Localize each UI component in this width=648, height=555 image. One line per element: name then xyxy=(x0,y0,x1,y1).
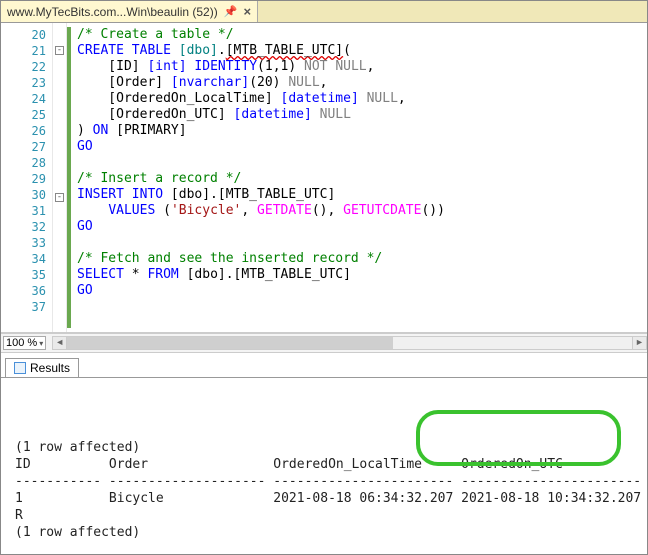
results-tab-label: Results xyxy=(30,361,70,375)
horizontal-scrollbar[interactable]: ◄ ► xyxy=(52,336,647,350)
chevron-down-icon: ▾ xyxy=(39,339,43,348)
pin-icon[interactable]: 📌 xyxy=(224,5,238,18)
results-tab[interactable]: Results xyxy=(5,358,79,378)
results-line: (1 row affected) xyxy=(15,439,633,456)
scroll-right-icon[interactable]: ► xyxy=(632,337,646,349)
line-number-gutter: 202122232425262728293031323334353637 xyxy=(1,23,53,332)
document-tab-bar: www.MyTecBits.com...Win\beaulin (52)) 📌 … xyxy=(1,1,647,23)
editor-footer: 100 % ▾ ◄ ► xyxy=(1,333,647,353)
results-line: (1 row affected) xyxy=(15,524,633,541)
tab-title: www.MyTecBits.com...Win\beaulin (52)) xyxy=(7,5,218,19)
sql-editor[interactable]: 202122232425262728293031323334353637 -- … xyxy=(1,23,647,333)
fold-column: -- xyxy=(53,23,67,332)
scroll-left-icon[interactable]: ◄ xyxy=(53,337,67,349)
results-line: 1 Bicycle 2021-08-18 06:34:32.207 2021-0… xyxy=(15,490,633,507)
results-icon xyxy=(14,362,26,374)
results-line xyxy=(15,541,633,554)
results-line: R xyxy=(15,507,633,524)
zoom-value: 100 % xyxy=(6,337,37,349)
results-tab-row: Results xyxy=(1,353,647,377)
results-line: ID Order OrderedOn_LocalTime OrderedOn_U… xyxy=(15,456,633,473)
scroll-thumb[interactable] xyxy=(67,337,393,349)
results-pane[interactable]: (1 row affected)ID Order OrderedOn_Local… xyxy=(1,377,647,554)
close-icon[interactable]: × xyxy=(243,4,251,19)
zoom-dropdown[interactable]: 100 % ▾ xyxy=(3,336,46,350)
results-line: ----------- -------------------- -------… xyxy=(15,473,633,490)
results-line xyxy=(15,422,633,439)
code-area[interactable]: /* Create a table */CREATE TABLE [dbo].[… xyxy=(71,23,647,332)
document-tab[interactable]: www.MyTecBits.com...Win\beaulin (52)) 📌 … xyxy=(1,1,258,22)
